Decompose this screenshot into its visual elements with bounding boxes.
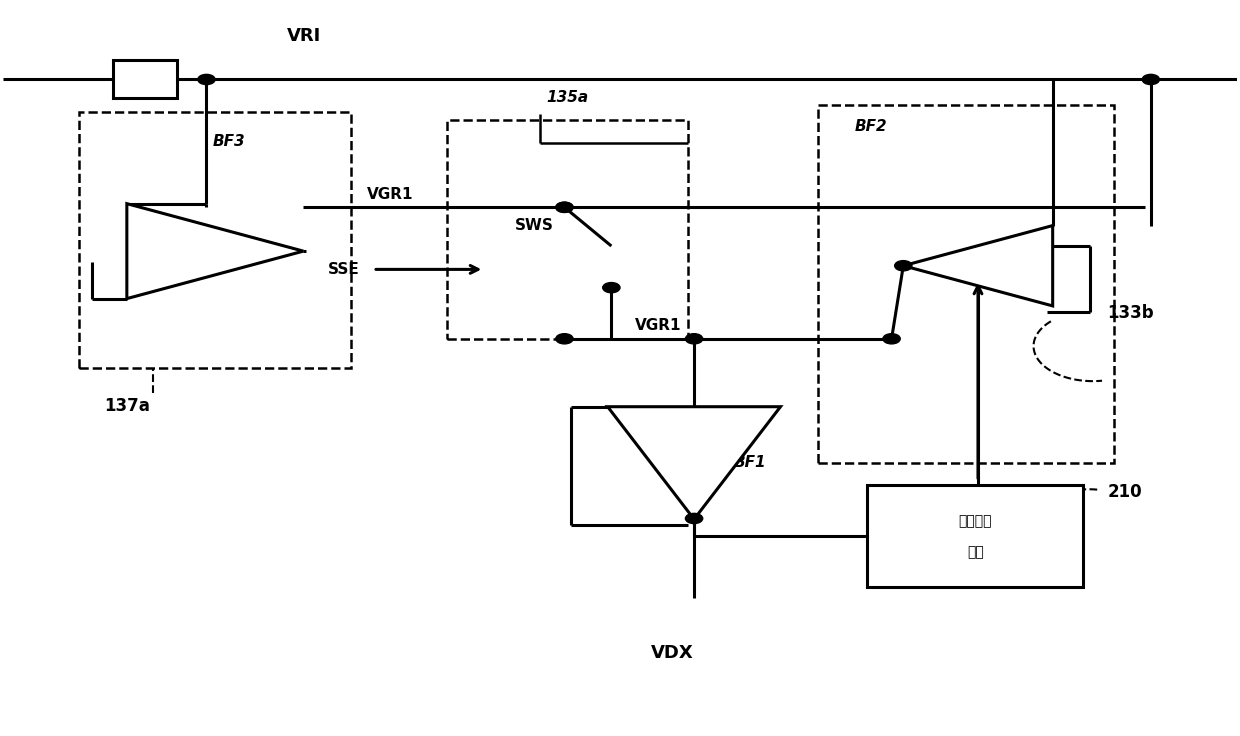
Text: 电路: 电路 xyxy=(967,545,983,559)
Circle shape xyxy=(686,333,703,344)
Text: 133b: 133b xyxy=(1107,304,1154,322)
Circle shape xyxy=(603,283,620,293)
Circle shape xyxy=(556,202,573,213)
Text: VRI: VRI xyxy=(286,27,321,45)
Text: BF3: BF3 xyxy=(212,134,246,149)
Polygon shape xyxy=(126,204,304,299)
Circle shape xyxy=(686,513,703,523)
Circle shape xyxy=(895,261,911,271)
Circle shape xyxy=(883,333,900,344)
Text: 压降检测: 压降检测 xyxy=(959,514,992,528)
Circle shape xyxy=(556,333,573,344)
Bar xyxy=(113,60,177,99)
Polygon shape xyxy=(608,407,780,519)
Circle shape xyxy=(556,202,573,213)
Circle shape xyxy=(1142,74,1159,85)
Polygon shape xyxy=(903,225,1053,306)
Circle shape xyxy=(198,74,215,85)
Text: VGR1: VGR1 xyxy=(635,318,681,333)
Text: VGR1: VGR1 xyxy=(367,187,413,202)
Text: SSE: SSE xyxy=(327,262,360,277)
Text: VDX: VDX xyxy=(651,644,693,662)
Text: 137a: 137a xyxy=(104,397,150,415)
Bar xyxy=(79,113,351,368)
Text: BF1: BF1 xyxy=(734,456,766,470)
Text: SWS: SWS xyxy=(515,218,554,233)
Bar xyxy=(817,105,1114,463)
Bar xyxy=(448,120,688,339)
Text: BF2: BF2 xyxy=(854,119,887,135)
Bar xyxy=(867,485,1083,587)
Text: 210: 210 xyxy=(1107,483,1142,501)
Text: 135a: 135a xyxy=(546,91,588,105)
